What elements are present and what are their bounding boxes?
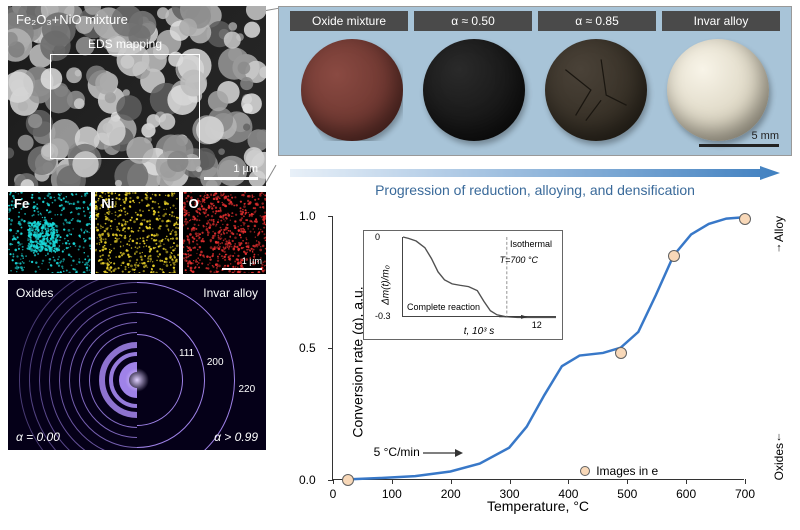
diffraction-beam-center (125, 368, 149, 392)
disc-label-2: α ≈ 0.85 (538, 11, 656, 31)
xtick (627, 479, 628, 484)
inset-plot-area: 0 -0.3 12 Isothermal T=700 °C Complete r… (402, 237, 556, 317)
xtick-label: 100 (382, 487, 402, 501)
eds-scalebar-line (222, 268, 262, 270)
xtick (745, 479, 746, 484)
diffraction-label-oxides: Oxides (16, 286, 53, 300)
xtick-label: 700 (735, 487, 755, 501)
xtick (568, 479, 569, 484)
xtick-label: 300 (500, 487, 520, 501)
chart-marker (668, 250, 680, 262)
chart-marker (615, 347, 627, 359)
diffraction-invar-ring (137, 282, 235, 450)
disc-label-0: Oxide mixture (290, 11, 408, 31)
xtick (686, 479, 687, 484)
xtick (333, 479, 334, 484)
disc-row (279, 39, 791, 141)
chart-right-labels: Alloy ↑ ↓ Oxides (772, 216, 786, 480)
xtick (451, 479, 452, 484)
xtick (392, 479, 393, 484)
eds-label-ni: Ni (101, 196, 114, 211)
diffraction-right-invar: 111200220 (137, 280, 266, 450)
disc-alpha-050 (423, 39, 525, 141)
xtick-label: 200 (441, 487, 461, 501)
eds-mapping-box: EDS mapping (50, 54, 200, 159)
disc-cracks (545, 39, 647, 141)
diffraction-panel: 111200220 Oxides Invar alloy α = 0.00 α … (8, 280, 266, 450)
eds-maps-row: Fe Ni O 1 µm (8, 192, 266, 274)
inset-temp-label: T=700 °C (500, 255, 538, 265)
right-column: Oxide mixture α ≈ 0.50 α ≈ 0.85 Invar al… (278, 6, 792, 516)
progression-arrow-row: Progression of reduction, alloying, and … (278, 166, 792, 202)
diffraction-left-oxides (8, 280, 137, 450)
inset-xtick-0: 12 (532, 320, 542, 330)
xtick-label: 500 (617, 487, 637, 501)
right-label-alloy: Alloy (772, 216, 786, 242)
diffraction-alpha-right: α > 0.99 (214, 430, 258, 444)
disc-labels-row: Oxide mixture α ≈ 0.50 α ≈ 0.85 Invar al… (279, 11, 791, 31)
rate-arrow-icon (423, 448, 463, 458)
chart-marker (342, 474, 354, 486)
disc-label-3: Invar alloy (662, 11, 780, 31)
diffraction-label-invar: Invar alloy (203, 286, 258, 300)
eds-map-fe: Fe (8, 192, 91, 274)
disc-invar-alloy (667, 39, 769, 141)
xtick-label: 600 (676, 487, 696, 501)
diffraction-ring-label: 220 (239, 384, 256, 395)
diffraction-alpha-left: α = 0.00 (16, 430, 60, 444)
eds-label-fe: Fe (14, 196, 29, 211)
rate-annotation: 5 °C/min (374, 445, 464, 459)
eds-map-ni: Ni (95, 192, 178, 274)
inset-reaction-label: Complete reaction (407, 302, 480, 312)
disc-oxide-mixture (301, 39, 403, 141)
chart-plot-area: Δm(t)/m₀ t, 10³ s 0 -0.3 12 Isothermal T… (332, 216, 744, 480)
eds-scalebar: 1 µm (222, 256, 262, 270)
chart-marker (739, 213, 751, 225)
sem-scalebar: 1 µm (204, 163, 258, 180)
xtick-label: 400 (558, 487, 578, 501)
inset-chart: Δm(t)/m₀ t, 10³ s 0 -0.3 12 Isothermal T… (363, 230, 563, 340)
xtick (510, 479, 511, 484)
disc-alpha-085 (545, 39, 647, 141)
disc-label-1: α ≈ 0.50 (414, 11, 532, 31)
legend-text: Images in e (596, 464, 658, 478)
connector-line-bottom (266, 165, 277, 183)
ytick-label: 0.0 (299, 473, 316, 487)
right-label-oxides: Oxides (772, 443, 786, 480)
ytick-label: 0.5 (299, 341, 316, 355)
eds-label-o: O (189, 196, 199, 211)
conversion-chart: Conversion rate (α), a.u. Temperature, °… (278, 208, 792, 516)
photo-scalebar: 5 mm (699, 130, 779, 147)
sample-photo-panel: Oxide mixture α ≈ 0.50 α ≈ 0.85 Invar al… (278, 6, 792, 156)
inset-isothermal-label: Isothermal (510, 239, 552, 249)
inset-ytick-1: -0.3 (375, 311, 391, 321)
sem-scalebar-text: 1 µm (233, 163, 258, 175)
xtick-label: 0 (330, 487, 337, 501)
ytick (328, 216, 333, 217)
ytick (328, 348, 333, 349)
rate-label-text: 5 °C/min (374, 445, 420, 459)
progression-arrow (290, 166, 780, 180)
right-arrow-down: ↓ (776, 431, 782, 443)
sem-scalebar-line (204, 177, 258, 180)
left-column: Fe₂O₃+NiO mixture EDS mapping 1 µm Fe Ni… (8, 6, 266, 450)
eds-scalebar-text: 1 µm (242, 256, 262, 266)
photo-scalebar-text: 5 mm (752, 130, 780, 142)
photo-scalebar-line (699, 144, 779, 147)
legend-dot-icon (580, 466, 590, 476)
ytick-label: 1.0 (299, 209, 316, 223)
inset-ylabel: Δm(t)/m₀ (380, 265, 391, 305)
diffraction-oxide-ring (19, 280, 137, 450)
right-arrow-up: ↑ (776, 242, 782, 254)
inset-ytick-0: 0 (375, 232, 380, 242)
ytick (328, 480, 333, 481)
sem-micrograph: Fe₂O₃+NiO mixture EDS mapping 1 µm (8, 6, 266, 186)
progression-text: Progression of reduction, alloying, and … (278, 182, 792, 198)
eds-map-o: O 1 µm (183, 192, 266, 274)
chart-legend-images: Images in e (580, 464, 658, 478)
eds-mapping-label: EDS mapping (88, 37, 162, 51)
sem-title: Fe₂O₃+NiO mixture (16, 12, 128, 27)
